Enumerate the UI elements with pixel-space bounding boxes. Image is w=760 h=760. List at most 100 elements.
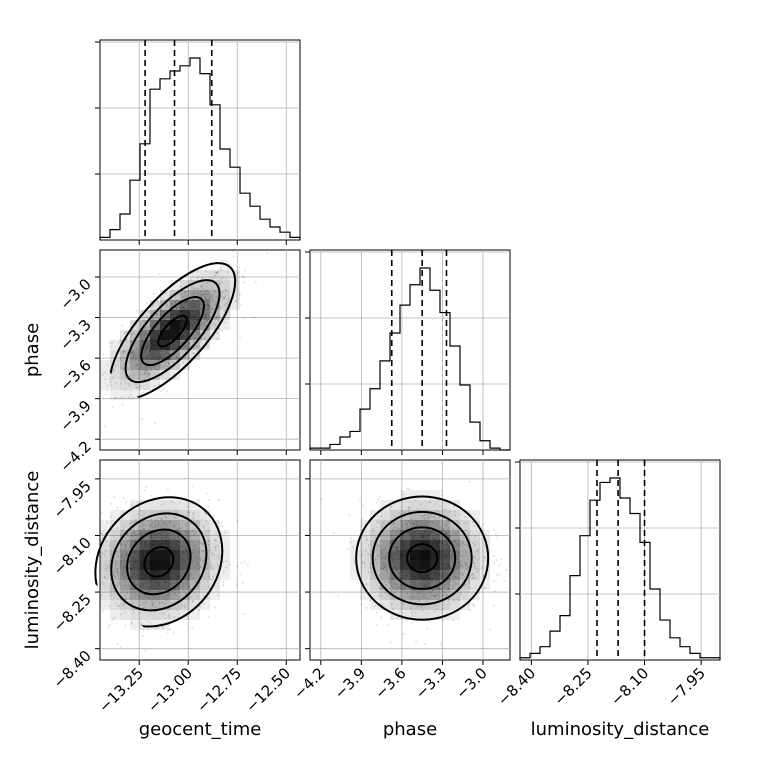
scatter-point [163,364,166,367]
panel-hist-luminosity-distance [519,459,721,661]
scatter-point [402,603,405,606]
scatter-point [202,550,205,553]
scatter-point [142,606,145,609]
scatter-point [484,587,487,590]
density-cell [180,550,190,560]
scatter-point [149,525,152,528]
scatter-point [455,532,458,535]
scatter-point [439,644,442,647]
density-cell [480,560,490,570]
scatter-point [348,513,351,516]
density-cell [220,530,230,540]
scatter-point [111,618,114,621]
scatter-point [192,352,195,355]
y-tick-label-luminosity-distance: −8.25 [50,590,95,635]
density-cell [140,540,150,550]
density-cell [150,380,160,390]
scatter-point [168,614,171,617]
density-cell [210,560,220,570]
scatter-point [124,537,127,540]
x-tick-label-luminosity-distance: −7.95 [664,664,709,709]
density-cell [110,520,120,530]
scatter-point [203,559,206,562]
scatter-point [453,570,456,573]
scatter-point [150,361,153,364]
scatter-point [143,372,146,375]
scatter-point [137,355,140,358]
scatter-point [368,544,371,547]
scatter-point [174,524,177,527]
scatter-point [443,591,446,594]
density-cell [150,600,160,610]
scatter-point [364,583,367,586]
scatter-point [447,598,450,601]
density-cell [170,500,180,510]
scatter-point [193,337,196,340]
scatter-point [171,590,174,593]
scatter-point [181,582,184,585]
scatter-point [223,321,226,324]
scatter-point [106,626,109,629]
scatter-point [119,356,122,359]
density-cell [360,580,370,590]
density-cell [190,580,200,590]
scatter-point [319,498,322,501]
scatter-point [217,315,220,318]
scatter-point [137,367,140,370]
density-cell [120,540,130,550]
scatter-point [187,511,190,514]
scatter-point [138,621,141,624]
scatter-point [150,601,153,604]
scatter-point [465,551,468,554]
scatter-point [442,608,445,611]
scatter-point [397,529,400,532]
scatter-point [460,572,463,575]
scatter-point [190,572,193,575]
scatter-point [130,393,133,396]
scatter-point [124,611,127,614]
scatter-point [239,573,242,576]
scatter-point [241,581,244,584]
scatter-point [409,607,412,610]
scatter-point [375,501,378,504]
scatter-point [120,543,123,546]
scatter-point [202,293,205,296]
scatter-point [386,580,389,583]
scatter-point [235,300,238,303]
scatter-point [124,543,127,546]
scatter-point [460,540,463,543]
scatter-point [140,366,143,369]
scatter-point [443,583,446,586]
scatter-point [168,306,171,309]
scatter-point [90,573,92,575]
scatter-point [187,505,190,508]
density-cell [120,580,130,590]
scatter-point [199,340,202,343]
density-cell [440,610,450,620]
scatter-point [222,297,225,300]
density-cell [410,600,420,610]
scatter-point [106,389,109,392]
scatter-point [181,526,184,529]
scatter-point [362,504,365,507]
scatter-point [102,373,105,376]
scatter-point [207,615,210,618]
scatter-point [140,418,143,421]
scatter-point [380,556,383,559]
scatter-point [106,364,109,367]
scatter-point [434,595,437,598]
scatter-point [209,546,212,549]
scatter-point [210,562,213,565]
scatter-point [117,605,120,608]
scatter-point [219,267,222,270]
scatter-point [179,538,182,541]
density-cell [220,300,230,310]
density-cell [180,340,190,350]
scatter-point [377,518,380,521]
density-cell [140,520,150,530]
scatter-point [390,617,393,620]
scatter-point [379,595,382,598]
scatter-point [116,643,119,646]
scatter-point [407,509,410,512]
scatter-point [183,477,186,480]
